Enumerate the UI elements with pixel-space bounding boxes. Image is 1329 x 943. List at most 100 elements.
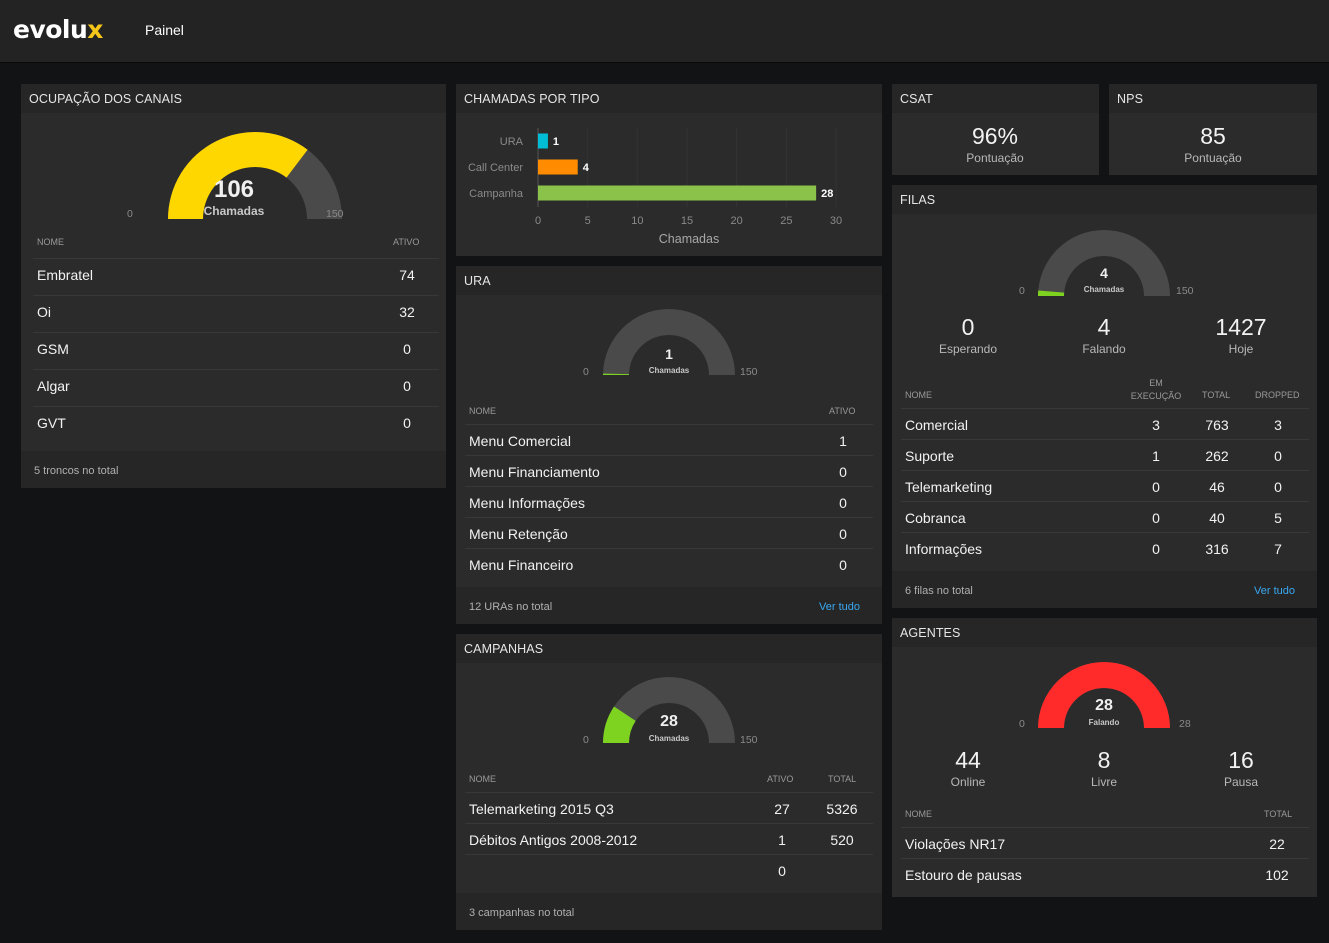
- gauge-fill: [1038, 290, 1065, 296]
- table-row[interactable]: Suporte 1 262 0: [901, 439, 1309, 470]
- table-row[interactable]: Embratel 74: [33, 258, 439, 289]
- stat-value: 1427: [1215, 314, 1267, 340]
- x-tick-label: 30: [830, 215, 842, 227]
- gauge-caption: Chamadas: [648, 734, 690, 743]
- panel-title: CHAMADAS POR TIPO: [456, 84, 882, 113]
- panel-title: CAMPANHAS: [456, 634, 882, 663]
- category-label: Call Center: [468, 162, 523, 174]
- gauge-track: [603, 677, 735, 743]
- nav-painel[interactable]: Painel: [145, 22, 184, 38]
- ver-tudo-link[interactable]: Ver tudo: [1254, 585, 1295, 597]
- agents-panel: AGENTES 0 28 28 Falando 44 Online 8 Livre …: [892, 618, 1317, 897]
- panel-title: OCUPAÇÃO DOS CANAIS: [21, 84, 446, 113]
- table-row[interactable]: Violações NR17 22: [901, 827, 1309, 858]
- x-tick-label: 10: [631, 215, 643, 227]
- data-label: 4: [583, 162, 590, 174]
- col-exec: EM EXECUÇÃO: [1130, 378, 1182, 401]
- gauge-min: 0: [583, 734, 589, 746]
- agents-gauge: [1038, 662, 1170, 728]
- evolux-logo[interactable]: evolux: [13, 15, 103, 44]
- panel-footer: 3 campanhas no total: [456, 893, 882, 930]
- col-name: NOME: [469, 774, 496, 784]
- gauge-fill: [168, 131, 308, 219]
- stat-label: Online: [950, 775, 986, 789]
- panel-title: URA: [456, 266, 882, 295]
- footer-text: 6 filas no total: [905, 585, 973, 597]
- gauge-track: [1038, 230, 1170, 296]
- ver-tudo-link[interactable]: Ver tudo: [819, 601, 860, 613]
- table-row[interactable]: Informações 0 316 7: [901, 532, 1309, 563]
- queues-panel: FILAS 0 150 4 Chamadas 0 Esperando 4 Falan…: [892, 185, 1317, 608]
- csat-panel: CSAT 96% Pontuação: [892, 84, 1099, 175]
- panel-title: AGENTES: [892, 618, 1317, 647]
- col-total: TOTAL: [1202, 390, 1231, 400]
- table-row[interactable]: Menu Financeiro 0: [465, 548, 873, 579]
- bar: [538, 159, 578, 175]
- table-row[interactable]: Débitos Antigos 2008-2012 1 520: [465, 823, 873, 854]
- table-row[interactable]: Comercial 3 763 3: [901, 408, 1309, 439]
- col-active: ATIVO: [829, 406, 856, 416]
- stat-label: Hoje: [1228, 342, 1254, 356]
- bar: [538, 185, 817, 201]
- stat-value: 8: [1097, 747, 1111, 773]
- table-row[interactable]: Menu Comercial 1: [465, 424, 873, 455]
- table-row[interactable]: Oi 32: [33, 295, 439, 326]
- bar: [538, 133, 548, 149]
- x-axis-title: Chamadas: [659, 232, 719, 246]
- panel-title: CSAT: [892, 84, 1099, 113]
- stat-value: 0: [961, 314, 975, 340]
- gauge-caption: Falando: [1088, 718, 1120, 727]
- top-bar: evolux Painel: [0, 0, 1329, 63]
- table-row[interactable]: Cobranca 0 40 5: [901, 501, 1309, 532]
- col-name: NOME: [37, 237, 64, 247]
- stat-label: Esperando: [938, 342, 998, 356]
- gauge-value: 28: [660, 713, 678, 730]
- panel-title: FILAS: [892, 185, 1317, 214]
- gauge-max: 150: [326, 208, 344, 220]
- footer-text: 3 campanhas no total: [469, 907, 575, 919]
- stat-value: 4: [1097, 314, 1111, 340]
- table-row[interactable]: Telemarketing 0 46 0: [901, 470, 1309, 501]
- gauge-fill: [603, 706, 636, 743]
- table-row[interactable]: Telemarketing 2015 Q3 27 5326: [465, 792, 873, 823]
- category-label: Campanha: [469, 188, 524, 200]
- gauge-min: 0: [1019, 285, 1025, 297]
- stat-esperando: 0 Esperando: [913, 314, 1023, 356]
- x-tick-label: 15: [681, 215, 693, 227]
- stat-online: 44 Online: [913, 747, 1023, 789]
- gauge-min: 0: [583, 366, 589, 378]
- gauge-value: 28: [1095, 697, 1113, 714]
- table-row[interactable]: Menu Financiamento 0: [465, 455, 873, 486]
- channels-gauge: [168, 131, 342, 219]
- panel-footer: 12 URAs no total Ver tudo: [456, 587, 882, 624]
- table-row[interactable]: Menu Retenção 0: [465, 517, 873, 548]
- campaigns-gauge: [603, 677, 735, 743]
- col-total: TOTAL: [1264, 809, 1293, 819]
- col-name: NOME: [905, 809, 932, 819]
- x-tick-label: 20: [731, 215, 743, 227]
- channels-panel: OCUPAÇÃO DOS CANAIS 0 150 106 Chamadas N…: [21, 84, 446, 488]
- data-label: 1: [553, 136, 559, 148]
- stat-label: Livre: [1090, 775, 1117, 789]
- panel-footer: 5 troncos no total: [21, 451, 446, 488]
- x-tick-label: 25: [780, 215, 792, 227]
- gauge-max: 28: [1179, 718, 1191, 730]
- stat-label: Pausa: [1223, 775, 1259, 789]
- gauge-value: 106: [213, 176, 255, 203]
- table-row[interactable]: Algar 0: [33, 369, 439, 400]
- nps-score: 85 Pontuação: [1158, 123, 1268, 165]
- col-active: ATIVO: [767, 774, 794, 784]
- ura-gauge: [602, 309, 735, 375]
- footer-text: 5 troncos no total: [34, 465, 119, 477]
- gauge-value: 1: [665, 346, 673, 362]
- table-row[interactable]: GSM 0: [33, 332, 439, 363]
- table-row[interactable]: GVT 0: [33, 406, 439, 437]
- stat-pausa: 16 Pausa: [1186, 747, 1296, 789]
- table-row[interactable]: 0: [465, 854, 873, 885]
- nps-panel: NPS 85 Pontuação: [1109, 84, 1317, 175]
- gauge-track: [603, 309, 735, 375]
- table-row[interactable]: Menu Informações 0: [465, 486, 873, 517]
- gauge-min: 0: [127, 208, 133, 220]
- gauge-caption: Chamadas: [203, 204, 265, 218]
- table-row[interactable]: Estouro de pausas 102: [901, 858, 1309, 889]
